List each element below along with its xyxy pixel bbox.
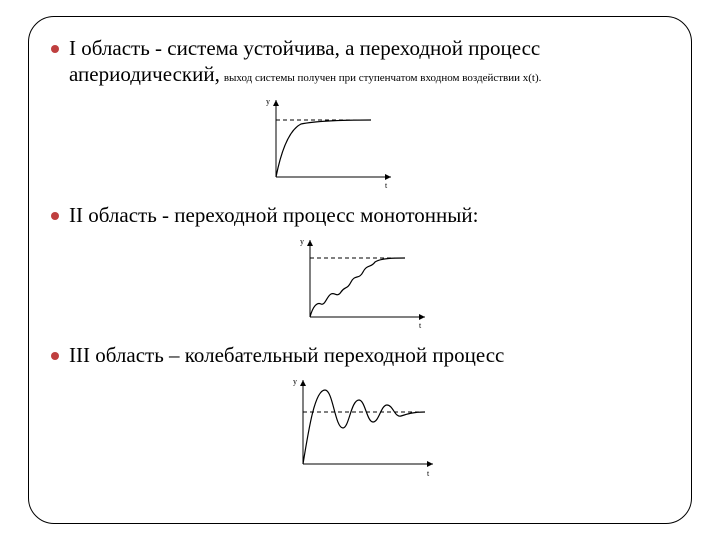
svg-text:t: t [427,469,430,478]
section-2: II область - переходной процесс монотонн… [51,202,669,330]
chart-3-wrap: y t [51,372,669,480]
svg-text:t: t [419,321,422,330]
section-1: I область - система устойчива, а переход… [51,35,669,190]
section-3-main: III область – колебательный переходной п… [69,343,504,367]
section-1-sub: выход системы получен при ступенчатом вх… [224,72,542,84]
svg-text:y: y [266,97,270,106]
bullet-item-2: II область - переходной процесс монотонн… [51,202,669,228]
slide-container: I область - система устойчива, а переход… [28,16,692,524]
chart-2-monotone: y t [285,232,435,330]
chart-3-oscillatory: y t [275,372,445,480]
chart-1-aperiodic: y t [251,92,401,190]
bullet-dot [51,352,59,360]
bullet-content-3: III область – колебательный переходной п… [69,342,669,368]
bullet-dot [51,45,59,53]
chart-2-wrap: y t [51,232,669,330]
section-2-main: II область - переходной процесс монотонн… [69,203,478,227]
chart-1-wrap: y t [51,92,669,190]
bullet-item-3: III область – колебательный переходной п… [51,342,669,368]
bullet-item-1: I область - система устойчива, а переход… [51,35,669,88]
svg-text:t: t [385,181,388,190]
bullet-content-2: II область - переходной процесс монотонн… [69,202,669,228]
bullet-content-1: I область - система устойчива, а переход… [69,35,669,88]
svg-text:y: y [293,377,297,386]
bullet-dot [51,212,59,220]
svg-text:y: y [300,237,304,246]
section-3: III область – колебательный переходной п… [51,342,669,480]
